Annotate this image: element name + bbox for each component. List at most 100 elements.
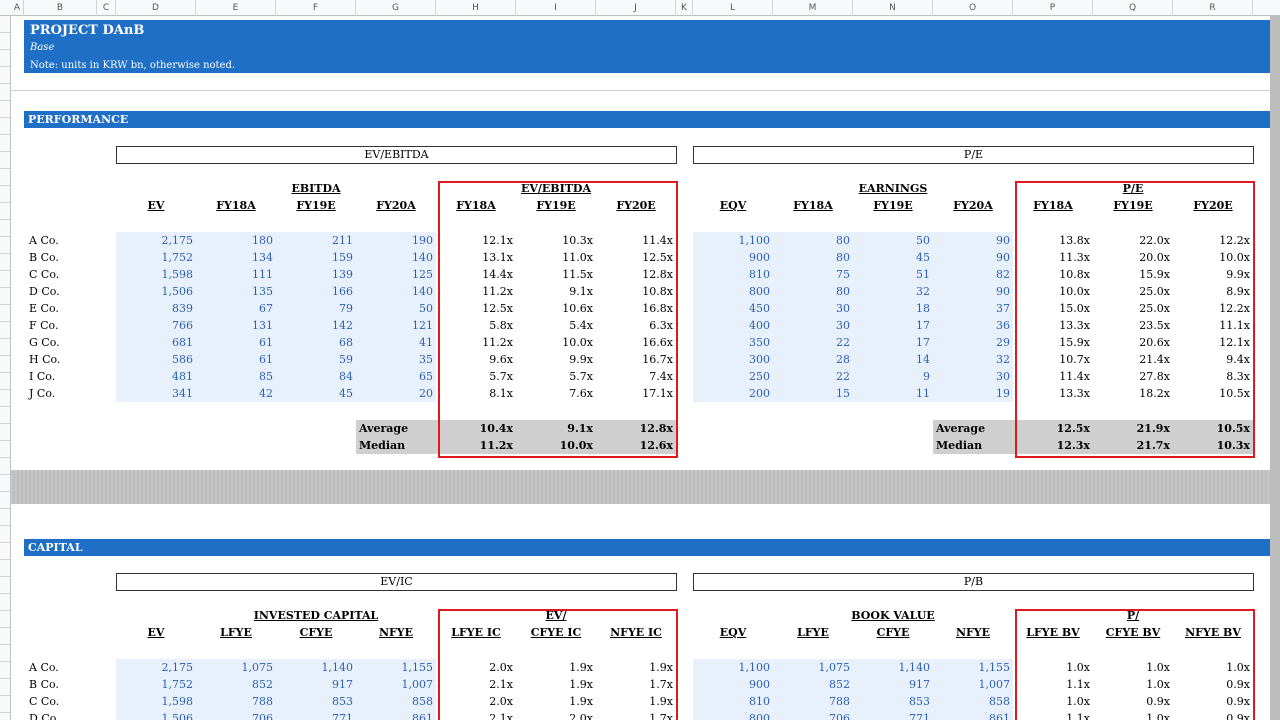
- ev-ebitda-average-value[interactable]: 10.4x: [479, 422, 513, 435]
- column-header-p[interactable]: P: [1013, 0, 1093, 16]
- table-cell[interactable]: 400: [749, 319, 770, 332]
- table-cell[interactable]: 200: [749, 387, 770, 400]
- table-cell[interactable]: 1.0x: [1146, 712, 1170, 720]
- table-cell[interactable]: 0.9x: [1226, 712, 1250, 720]
- company-name[interactable]: H Co.: [29, 353, 61, 366]
- table-cell[interactable]: 1.9x: [569, 661, 593, 674]
- company-name[interactable]: A Co.: [29, 661, 59, 674]
- table-cell[interactable]: 16.7x: [642, 353, 673, 366]
- table-cell[interactable]: 7.4x: [649, 370, 673, 383]
- capital-section-header[interactable]: CAPITAL: [24, 539, 1270, 556]
- column-header-b[interactable]: B: [24, 0, 97, 16]
- company-name[interactable]: B Co.: [29, 251, 59, 264]
- table-cell[interactable]: 10.8x: [642, 285, 673, 298]
- table-cell[interactable]: 30: [996, 370, 1010, 383]
- table-cell[interactable]: 41: [419, 336, 433, 349]
- table-cell[interactable]: 12.1x: [482, 234, 513, 247]
- table-cell[interactable]: 10.6x: [562, 302, 593, 315]
- table-cell[interactable]: 771: [332, 712, 353, 720]
- company-name[interactable]: J Co.: [29, 387, 56, 400]
- table-cell[interactable]: 11: [916, 387, 930, 400]
- table-cell[interactable]: 15.0x: [1059, 302, 1090, 315]
- pe-median-value[interactable]: 12.3x: [1056, 439, 1090, 452]
- column-header-j[interactable]: J: [596, 0, 676, 16]
- table-cell[interactable]: 341: [172, 387, 193, 400]
- table-cell[interactable]: 25.0x: [1139, 285, 1170, 298]
- table-cell[interactable]: 861: [412, 712, 433, 720]
- table-cell[interactable]: 1,007: [401, 678, 434, 691]
- table-cell[interactable]: 1.7x: [649, 678, 673, 691]
- table-cell[interactable]: 11.2x: [482, 285, 513, 298]
- table-cell[interactable]: 140: [412, 285, 433, 298]
- column-header-g[interactable]: G: [356, 0, 436, 16]
- table-cell[interactable]: 36: [996, 319, 1010, 332]
- table-cell[interactable]: 5.8x: [489, 319, 513, 332]
- table-cell[interactable]: 90: [996, 251, 1010, 264]
- ev-ebitda-average-value[interactable]: 9.1x: [567, 422, 593, 435]
- table-cell[interactable]: 50: [916, 234, 930, 247]
- table-cell[interactable]: 2,175: [161, 661, 194, 674]
- table-cell[interactable]: 61: [259, 336, 273, 349]
- table-cell[interactable]: 10.8x: [1059, 268, 1090, 281]
- table-cell[interactable]: 21.4x: [1139, 353, 1170, 366]
- table-cell[interactable]: 852: [829, 678, 850, 691]
- table-cell[interactable]: 1.0x: [1146, 678, 1170, 691]
- column-header-e[interactable]: E: [196, 0, 276, 16]
- table-cell[interactable]: 10.0x: [1219, 251, 1250, 264]
- table-cell[interactable]: 20.0x: [1139, 251, 1170, 264]
- table-cell[interactable]: 2.1x: [489, 678, 513, 691]
- table-cell[interactable]: 7.6x: [569, 387, 593, 400]
- company-name[interactable]: G Co.: [29, 336, 60, 349]
- table-cell[interactable]: 80: [836, 234, 850, 247]
- table-cell[interactable]: 22: [836, 336, 850, 349]
- table-cell[interactable]: 1.9x: [649, 661, 673, 674]
- company-name[interactable]: F Co.: [29, 319, 59, 332]
- table-cell[interactable]: 9.9x: [569, 353, 593, 366]
- company-name[interactable]: E Co.: [29, 302, 59, 315]
- table-cell[interactable]: 20: [419, 387, 433, 400]
- table-cell[interactable]: 858: [989, 695, 1010, 708]
- table-cell[interactable]: 800: [749, 712, 770, 720]
- pe-average-value[interactable]: 12.5x: [1056, 422, 1090, 435]
- scenario-label[interactable]: Base: [30, 42, 55, 53]
- table-cell[interactable]: 30: [836, 319, 850, 332]
- table-cell[interactable]: 11.4x: [1059, 370, 1090, 383]
- table-cell[interactable]: 16.8x: [642, 302, 673, 315]
- pe-median-value[interactable]: 21.7x: [1136, 439, 1170, 452]
- table-cell[interactable]: 10.7x: [1059, 353, 1090, 366]
- table-cell[interactable]: 10.0x: [562, 336, 593, 349]
- column-header-h[interactable]: H: [436, 0, 516, 16]
- table-cell[interactable]: 139: [332, 268, 353, 281]
- company-name[interactable]: I Co.: [29, 370, 56, 383]
- table-cell[interactable]: 1.7x: [649, 712, 673, 720]
- table-cell[interactable]: 13.1x: [482, 251, 513, 264]
- table-cell[interactable]: 18: [916, 302, 930, 315]
- table-cell[interactable]: 300: [749, 353, 770, 366]
- table-cell[interactable]: 8.1x: [489, 387, 513, 400]
- table-cell[interactable]: 166: [332, 285, 353, 298]
- table-cell[interactable]: 766: [172, 319, 193, 332]
- table-cell[interactable]: 1,100: [738, 661, 771, 674]
- table-cell[interactable]: 28: [836, 353, 850, 366]
- table-cell[interactable]: 1,007: [978, 678, 1011, 691]
- table-cell[interactable]: 14: [916, 353, 930, 366]
- table-cell[interactable]: 9.9x: [1226, 268, 1250, 281]
- column-header-q[interactable]: Q: [1093, 0, 1173, 16]
- table-cell[interactable]: 0.9x: [1146, 695, 1170, 708]
- table-cell[interactable]: 9.1x: [569, 285, 593, 298]
- column-header-f[interactable]: F: [276, 0, 356, 16]
- company-name[interactable]: D Co.: [29, 712, 60, 720]
- table-cell[interactable]: 79: [339, 302, 353, 315]
- table-cell[interactable]: 121: [412, 319, 433, 332]
- company-name[interactable]: D Co.: [29, 285, 60, 298]
- table-cell[interactable]: 12.5x: [482, 302, 513, 315]
- table-cell[interactable]: 2.0x: [569, 712, 593, 720]
- table-cell[interactable]: 5.4x: [569, 319, 593, 332]
- table-cell[interactable]: 35: [419, 353, 433, 366]
- column-header-i[interactable]: I: [516, 0, 596, 16]
- table-cell[interactable]: 1,140: [898, 661, 931, 674]
- table-cell[interactable]: 90: [996, 285, 1010, 298]
- table-cell[interactable]: 250: [749, 370, 770, 383]
- table-cell[interactable]: 32: [996, 353, 1010, 366]
- table-cell[interactable]: 12.5x: [642, 251, 673, 264]
